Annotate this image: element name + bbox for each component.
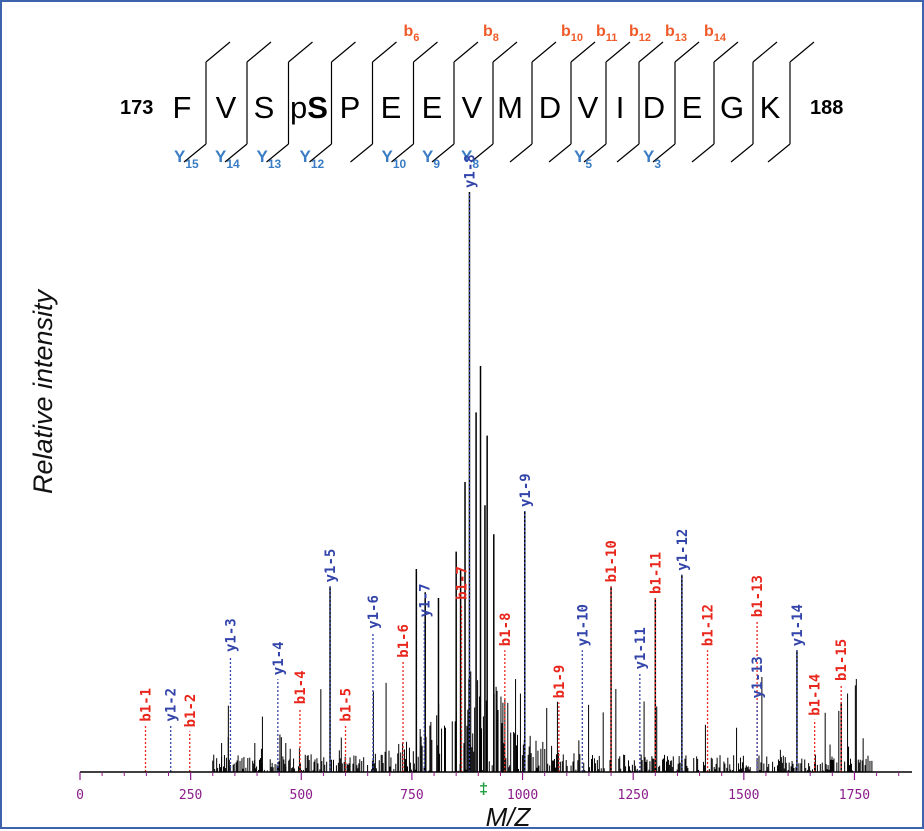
y-axis-label: Relative intensity (28, 288, 58, 494)
cleavage-bracket (652, 41, 700, 163)
ion-annotation-label: y1-11 (633, 627, 649, 669)
ion-annotation-label: y1-2 (164, 688, 180, 722)
ion-annotation-label: b1-8 (498, 612, 514, 646)
ion-annotation-label: b1-11 (648, 552, 664, 594)
x-tick-label: 1250 (618, 788, 649, 803)
y-ion-header-label: Y10 (382, 147, 407, 171)
ion-annotation-label: b1-6 (396, 624, 412, 658)
ion-annotation-label: b1-15 (834, 639, 850, 681)
ion-annotation-label: b1-10 (604, 540, 620, 582)
y-ion-header-label: Y15 (174, 147, 199, 171)
y-ion-header-label: Y14 (215, 147, 240, 171)
ion-annotation-label: b1-12 (701, 604, 717, 646)
sequence-residue: V (216, 90, 237, 125)
sequence-residue: F (173, 90, 192, 125)
precursor-marker: ‡ (479, 781, 488, 798)
x-tick-label: 1000 (507, 788, 538, 803)
x-tick-label: 0 (76, 788, 84, 803)
y-ion-header-label: Y13 (257, 147, 282, 171)
ion-annotation-label: b1-13 (750, 575, 766, 617)
y-ion-header-label: Y5 (574, 147, 592, 171)
cleavage-bracket (730, 41, 778, 163)
sequence-residue: E (381, 90, 402, 125)
ion-annotation-label: y1-13 (750, 656, 766, 698)
cleavage-bracket (431, 41, 479, 163)
x-tick-label: 1500 (728, 788, 759, 803)
sequence-start-number: 173 (120, 97, 153, 119)
y-ion-header-label: Y9 (422, 147, 440, 171)
sequence-residue: P (340, 90, 361, 125)
ion-annotation-label: y1-5 (323, 549, 339, 583)
y-ion-header-label: Y8 (461, 147, 479, 171)
sequence-residue: V (462, 90, 483, 125)
cleavage-bracket (616, 41, 664, 163)
ion-annotation-label: b1-7 (454, 566, 470, 600)
cleavage-bracket (691, 41, 739, 163)
cleavage-bracket (470, 41, 518, 163)
cleavage-bracket (548, 41, 596, 163)
ion-annotation-label: y1-9 (518, 473, 534, 507)
sequence-residue: G (720, 90, 744, 125)
sequence-end-number: 188 (810, 97, 843, 119)
sequence-residue: S (254, 90, 275, 125)
sequence-residue: K (760, 90, 781, 125)
ion-annotation-label: b1-9 (552, 665, 568, 699)
ion-annotations: y1-8 y1-9 y1-12 b1-10 b1-11 y1-5 b1-7 y1-7 y1-6 b… (138, 154, 850, 772)
b-ion-header-label: b8 (483, 23, 499, 44)
cleavage-bracket (391, 41, 438, 163)
y-ion-header-label: Y3 (643, 147, 661, 171)
sequence-residue: D (539, 90, 561, 125)
ion-annotation-label: y1-3 (223, 618, 239, 652)
b-ion-header-label: b6 (404, 23, 420, 44)
ion-annotation-label: b1-5 (339, 688, 355, 722)
cleavage-bracket (309, 41, 356, 163)
sequence-residue: D (643, 90, 665, 125)
cleavage-bracket (183, 41, 231, 163)
ion-annotation-label: y1-8 (462, 154, 478, 188)
b-ion-header-label: b11 (596, 23, 617, 44)
sequence-residue: pS (290, 90, 328, 125)
x-axis: 0 250 500 750 1000 1250 1500 1750 ‡ (76, 771, 912, 803)
b-ion-header-label: b13 (665, 23, 687, 44)
sequence-residue: V (578, 90, 599, 125)
y-ion-header-label: Y12 (300, 147, 325, 171)
sequence-residue: E (422, 90, 443, 125)
cleavage-bracket (224, 41, 272, 163)
ion-annotation-label: y1-14 (790, 604, 806, 646)
ion-annotation-label: b1-2 (183, 694, 199, 728)
ion-annotation-label: y1-12 (675, 529, 691, 571)
ion-annotation-label: y1-4 (271, 641, 287, 675)
x-tick-label: 750 (400, 788, 423, 803)
sequence-residue: I (616, 90, 625, 125)
ion-annotation-label: y1-6 (366, 595, 382, 629)
cleavage-bracket (767, 41, 815, 163)
x-tick-label: 500 (290, 788, 313, 803)
b-ion-header-label: b12 (629, 23, 651, 44)
cleavage-bracket (583, 41, 631, 163)
x-axis-label: M/Z (486, 802, 532, 831)
cleavage-bracket (266, 41, 313, 163)
b-ion-header-label: b14 (704, 23, 727, 44)
x-tick-label: 250 (179, 788, 202, 803)
ion-annotation-label: y1-7 (417, 583, 433, 617)
cleavage-bracket (350, 41, 397, 163)
sequence-residue: M (497, 90, 523, 125)
ion-annotation-label: b1-1 (138, 688, 154, 722)
ion-annotation-label: b1-14 (808, 674, 824, 716)
ion-annotation-label: y1-10 (575, 604, 591, 646)
sequence-residue: E (682, 90, 703, 125)
spectrum-peaks (212, 192, 873, 772)
x-tick-label: 1750 (839, 788, 870, 803)
ion-annotation-label: b1-4 (293, 670, 309, 704)
cleavage-bracket (509, 41, 557, 163)
b-ion-header-label: b10 (561, 23, 583, 44)
